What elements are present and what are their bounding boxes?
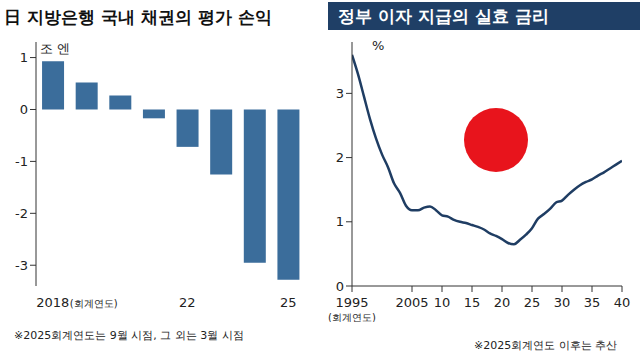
svg-text:3: 3 — [336, 86, 344, 101]
svg-text:10: 10 — [434, 295, 451, 310]
svg-text:1: 1 — [20, 50, 28, 65]
html-text:정부 이자 지급의 실효 금리: 정부 이자 지급의 실효 금리 — [338, 6, 549, 26]
html-text:※2025회계연도 이후는 추산: ※2025회계연도 이후는 추산 — [474, 339, 618, 352]
svg-text:20: 20 — [494, 295, 511, 310]
svg-text:1: 1 — [336, 214, 344, 229]
svg-text:30: 30 — [554, 295, 571, 310]
svg-text:-3: -3 — [15, 258, 28, 273]
svg-text:-2: -2 — [15, 206, 28, 221]
svg-text:0: 0 — [336, 279, 344, 294]
svg-text:35: 35 — [584, 295, 601, 310]
svg-text:2: 2 — [336, 150, 344, 165]
svg-text:15: 15 — [464, 295, 481, 310]
svg-text:-1: -1 — [15, 154, 28, 169]
svg-text:2005: 2005 — [395, 295, 428, 310]
svg-text:25: 25 — [524, 295, 541, 310]
svg-text:(회계연도): (회계연도) — [70, 298, 118, 309]
html-text:※2025회계연도는 9월 시점, 그 외는 3월 시점: ※2025회계연도는 9월 시점, 그 외는 3월 시점 — [14, 329, 244, 342]
html-text:조 엔: 조 엔 — [40, 41, 71, 56]
svg-text:25: 25 — [280, 295, 297, 310]
svg-text:2018: 2018 — [36, 295, 69, 310]
svg-text:1995: 1995 — [335, 295, 368, 310]
svg-text:40: 40 — [614, 295, 631, 310]
svg-text:0: 0 — [20, 102, 28, 117]
svg-text:(회계연도): (회계연도) — [328, 312, 376, 322]
html-text:日 지방은행 국내 채권의 평가 손익: 日 지방은행 국내 채권의 평가 손익 — [4, 7, 272, 27]
svg-text:22: 22 — [179, 295, 196, 310]
